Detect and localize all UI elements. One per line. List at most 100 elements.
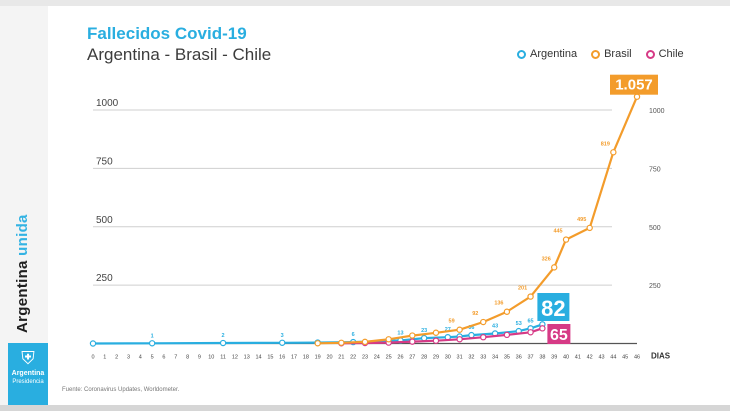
end-callout-box-brasil [610, 74, 658, 95]
x-tick-label: 45 [622, 355, 628, 361]
x-tick-label: 3 [127, 355, 130, 361]
x-tick-label: 35 [504, 355, 510, 361]
badge-line-1: Argentina [11, 370, 45, 377]
data-label: 2 [222, 333, 225, 339]
x-tick-label: 12 [232, 355, 238, 361]
x-tick-label: 15 [267, 355, 273, 361]
data-label: 1 [151, 333, 154, 339]
y-tick-label-right: 500 [649, 225, 661, 232]
data-label: 53 [516, 321, 522, 327]
legend-item-brasil: Brasil [591, 48, 632, 60]
bottom-edge [0, 405, 730, 411]
data-point-brasil [432, 329, 440, 336]
x-tick-label: 23 [362, 355, 368, 361]
x-tick-label: 30 [445, 355, 451, 361]
x-tick-label: 31 [457, 355, 463, 361]
chart-title: Fallecidos Covid-19 [87, 24, 247, 43]
end-callout-brasil: 1.057 [615, 77, 653, 94]
data-point-argentina [219, 339, 227, 347]
data-label: 6 [352, 332, 355, 338]
chart-subtitle: Argentina - Brasil - Chile [87, 45, 272, 64]
y-tick-label-left: 500 [96, 215, 113, 226]
legend-label: Chile [658, 48, 684, 60]
x-tick-label: 41 [575, 355, 581, 361]
data-point-brasil [480, 318, 487, 326]
x-tick-label: 21 [338, 355, 344, 361]
top-edge [0, 0, 730, 6]
y-tick-label-left: 1000 [96, 98, 119, 109]
data-label: 43 [492, 323, 498, 329]
left-brand-band [0, 6, 48, 405]
data-point-brasil [562, 236, 570, 243]
data-label: 59 [449, 319, 455, 325]
data-point-argentina [279, 339, 286, 346]
x-tick-label: 25 [386, 355, 392, 361]
legend-item-argentina: Argentina [517, 48, 577, 60]
legend-label: Argentina [530, 48, 578, 60]
legend-label: Brasil [604, 48, 632, 60]
data-point-argentina [468, 331, 475, 339]
x-tick-label: 24 [374, 355, 380, 361]
y-tick-label-right: 750 [649, 166, 661, 173]
x-tick-label: 14 [256, 355, 262, 361]
data-point-brasil [314, 340, 321, 347]
x-tick-label: 8 [186, 355, 189, 361]
data-point-brasil [633, 93, 641, 100]
legend-marker-icon [517, 49, 526, 59]
series-line-chile [341, 327, 543, 345]
data-label: 65 [528, 318, 534, 324]
end-callout-chile: 65 [550, 327, 568, 344]
data-point-chile [539, 325, 546, 332]
x-tick-label: 18 [303, 355, 309, 361]
data-label: 36 [468, 325, 474, 331]
data-point-brasil [456, 326, 463, 333]
x-tick-label: 42 [587, 355, 593, 361]
data-point-brasil [551, 264, 558, 271]
x-tick-label: 39 [551, 355, 557, 361]
y-tick-label-right: 1000 [649, 108, 665, 115]
presidencia-badge: ⛨ Argentina Presidencia [8, 343, 48, 405]
data-point-brasil [361, 338, 369, 346]
x-tick-label: 13 [244, 355, 250, 361]
data-label: 326 [542, 256, 551, 262]
x-tick-label: 9 [198, 355, 201, 361]
x-tick-label: 4 [139, 355, 142, 361]
x-tick-label: 16 [279, 355, 285, 361]
data-label: 136 [494, 301, 503, 307]
x-tick-label: 27 [409, 355, 415, 361]
x-tick-label: 33 [480, 355, 486, 361]
y-tick-label-left: 750 [96, 156, 113, 167]
data-label: 819 [601, 141, 610, 147]
x-tick-label: 2 [115, 355, 118, 361]
data-point-chile [503, 331, 511, 339]
x-tick-label: 22 [350, 355, 356, 361]
x-tick-label: 0 [91, 355, 94, 361]
data-point-argentina [148, 340, 156, 347]
chart-legend: Argentina Brasil Chile [517, 48, 684, 60]
data-point-argentina [89, 340, 97, 347]
series-line-brasil [317, 96, 639, 345]
x-tick-label: 43 [598, 355, 604, 361]
x-tick-label: 19 [315, 355, 321, 361]
data-label: 445 [553, 229, 562, 235]
data-point-chile [527, 329, 534, 336]
x-tick-label: 44 [610, 355, 616, 361]
data-point-chile [456, 336, 463, 343]
x-tick-label: 10 [208, 355, 214, 361]
data-point-brasil [586, 224, 593, 232]
x-tick-label: 34 [492, 355, 498, 361]
data-point-chile [480, 333, 487, 341]
legend-item-chile: Chile [645, 48, 684, 60]
data-point-chile [432, 337, 440, 344]
data-label: 495 [577, 217, 586, 223]
data-point-brasil [610, 149, 617, 156]
data-label: 23 [421, 328, 427, 334]
x-tick-label: 29 [433, 355, 439, 361]
x-axis-title: DIAS [651, 352, 671, 361]
data-point-brasil [409, 332, 416, 339]
legend-marker-icon [645, 49, 655, 59]
data-point-brasil [503, 308, 511, 315]
end-callout-box-chile [547, 324, 571, 344]
x-tick-label: 1 [103, 355, 106, 361]
